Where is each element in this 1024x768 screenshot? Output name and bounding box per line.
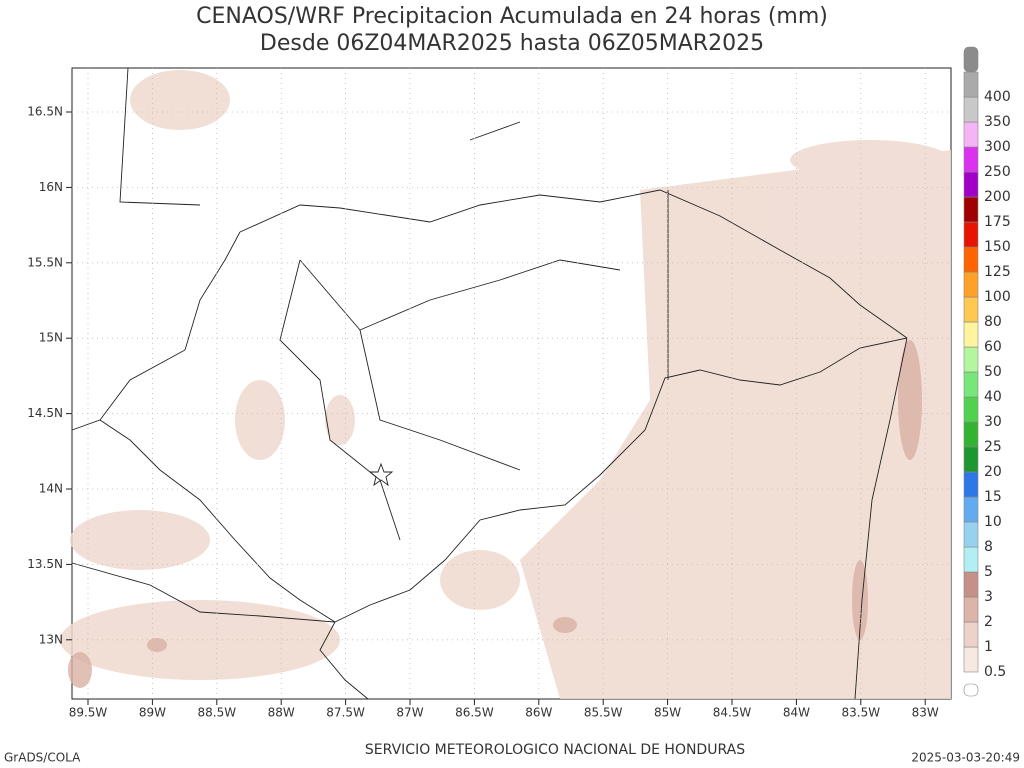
colorbar-label: 100	[984, 289, 1011, 305]
lon-label: 87W	[396, 706, 423, 720]
colorbar-box	[963, 221, 979, 248]
colorbar-label: 125	[984, 264, 1011, 280]
lat-label: 16.5N	[27, 105, 63, 119]
colorbar-label: 15	[984, 489, 1002, 505]
colorbar-label: 3	[984, 589, 993, 605]
colorbar-box	[963, 46, 979, 73]
colorbar-box	[963, 683, 979, 697]
lon-label: 86.5W	[455, 706, 494, 720]
footer-left: GrADS/COLA	[4, 751, 81, 765]
lon-label: 88.5W	[198, 706, 237, 720]
colorbar-box	[963, 596, 979, 623]
title-line: CENAOS/WRF Precipitacion Acumulada en 24…	[196, 4, 828, 29]
colorbar-label: 350	[984, 114, 1011, 130]
lon-label: 85.5W	[584, 706, 623, 720]
colorbar-label: 250	[984, 164, 1011, 180]
lon-label: 84.5W	[713, 706, 752, 720]
colorbar-box	[963, 71, 979, 98]
colorbar-label: 175	[984, 214, 1011, 230]
colorbar-box	[963, 271, 979, 298]
lon-label: 89W	[139, 706, 166, 720]
colorbar-box	[963, 96, 979, 123]
colorbar-box	[963, 346, 979, 373]
colorbar-label: 25	[984, 439, 1002, 455]
colorbar-box	[963, 296, 979, 323]
graticule	[66, 68, 951, 705]
colorbar-label: 30	[984, 414, 1002, 430]
colorbar-label: 10	[984, 514, 1002, 530]
lat-label: 15.5N	[27, 255, 63, 269]
lon-label: 85W	[654, 706, 681, 720]
colorbar-box	[963, 546, 979, 573]
colorbar-box	[963, 421, 979, 448]
lat-label: 14.5N	[27, 406, 63, 420]
colorbar-label: 2	[984, 614, 993, 630]
colorbar-box	[963, 646, 979, 673]
colorbar-label: 1	[984, 639, 993, 655]
colorbar-label: 60	[984, 339, 1002, 355]
footer-center: SERVICIO METEOROLOGICO NACIONAL DE HONDU…	[365, 742, 745, 758]
footer-right: 2025-03-03-20:49	[911, 751, 1020, 765]
colorbar-box	[963, 521, 979, 548]
lat-label: 13.5N	[27, 557, 63, 571]
colorbar-box	[963, 321, 979, 348]
lat-label: 14N	[39, 482, 63, 496]
lon-label: 84W	[783, 706, 810, 720]
colorbar: 0.5 1 2 3 5 8 10 15 20 25 30 40 50 60 80 100 125 150 175 20…	[963, 46, 1011, 697]
lon-label: 83W	[912, 706, 939, 720]
colorbar-box	[963, 396, 979, 423]
colorbar-box	[963, 571, 979, 598]
precip-areas	[60, 70, 951, 699]
colorbar-label: 300	[984, 139, 1011, 155]
lon-label: 86W	[525, 706, 552, 720]
colorbar-label: 20	[984, 464, 1002, 480]
map	[60, 67, 952, 705]
colorbar-label: 400	[984, 89, 1011, 105]
colorbar-label: 80	[984, 314, 1002, 330]
lon-label: 89.5W	[69, 706, 108, 720]
colorbar-label: 0.5	[984, 664, 1006, 680]
colorbar-box	[963, 446, 979, 473]
boundaries	[71, 67, 908, 700]
lon-label: 83.5W	[842, 706, 881, 720]
colorbar-label: 150	[984, 239, 1011, 255]
colorbar-box	[963, 621, 979, 648]
lat-label: 13N	[39, 632, 63, 646]
colorbar-label: 5	[984, 564, 993, 580]
colorbar-box	[963, 246, 979, 273]
colorbar-box	[963, 171, 979, 198]
colorbar-label: 50	[984, 364, 1002, 380]
colorbar-box	[963, 471, 979, 498]
colorbar-box	[963, 146, 979, 173]
lat-label: 15N	[39, 331, 63, 345]
colorbar-label: 200	[984, 189, 1011, 205]
title-line: Desde 06Z04MAR2025 hasta 06Z05MAR2025	[260, 31, 764, 56]
colorbar-label: 40	[984, 389, 1002, 405]
colorbar-box	[963, 496, 979, 523]
colorbar-box	[963, 371, 979, 398]
colorbar-box	[963, 196, 979, 223]
colorbar-label: 8	[984, 539, 993, 555]
lon-label: 88W	[268, 706, 295, 720]
colorbar-box	[963, 121, 979, 148]
lat-label: 16N	[39, 180, 63, 194]
lon-label: 87.5W	[326, 706, 365, 720]
